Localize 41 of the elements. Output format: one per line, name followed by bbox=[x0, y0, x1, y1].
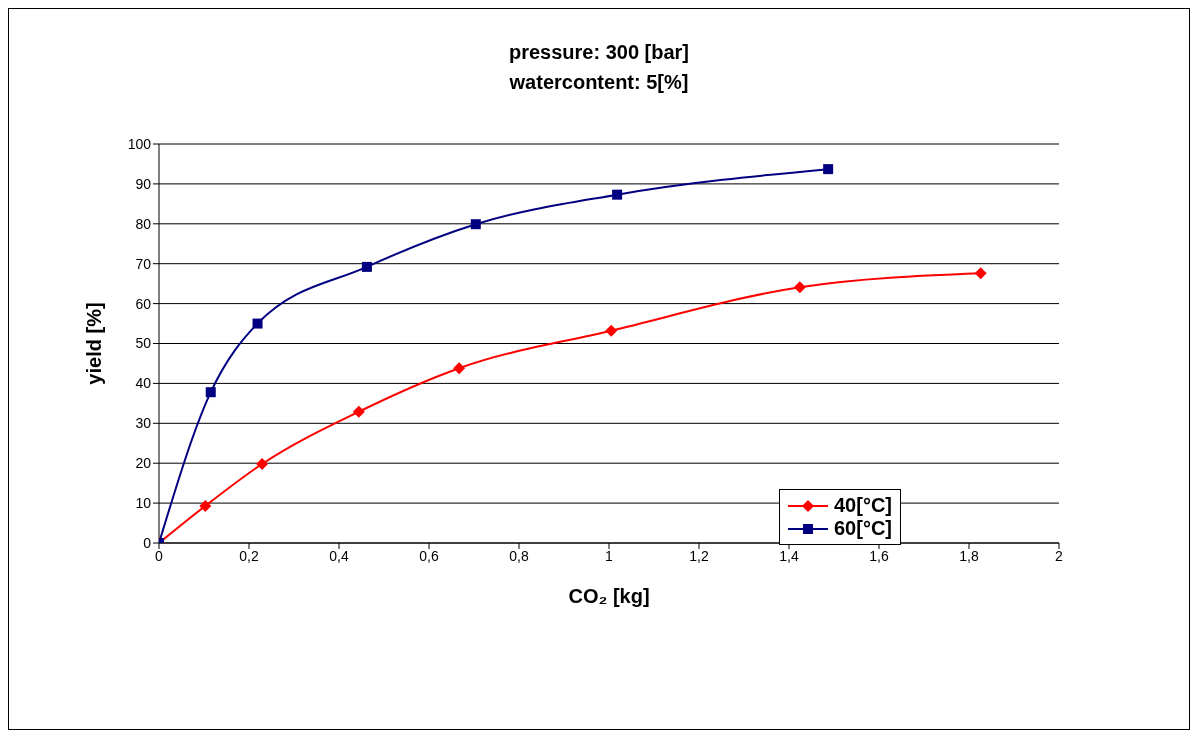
y-tick-label: 100 bbox=[127, 135, 152, 152]
x-tick-label: 1,2 bbox=[689, 547, 709, 564]
point bbox=[823, 164, 834, 175]
x-tick-label: 1,8 bbox=[959, 547, 979, 564]
point bbox=[361, 261, 372, 272]
x-tick-label: 0,8 bbox=[509, 547, 529, 564]
point bbox=[605, 324, 618, 337]
y-tick-label: 0 bbox=[143, 534, 152, 551]
chart-title: pressure: 300 [bar] bbox=[507, 40, 691, 65]
y-tick-label: 90 bbox=[135, 175, 152, 192]
y-tick-label: 80 bbox=[135, 215, 152, 232]
x-tick-label: 0,4 bbox=[329, 547, 349, 564]
point bbox=[199, 499, 212, 512]
x-tick-label: 1,6 bbox=[869, 547, 889, 564]
y-tick-label: 60 bbox=[135, 295, 152, 312]
point bbox=[205, 387, 216, 398]
y-tick-label: 10 bbox=[135, 495, 152, 512]
chart-subtitle: watercontent: 5[%] bbox=[508, 70, 690, 95]
point bbox=[974, 267, 987, 280]
y-tick-label: 70 bbox=[135, 255, 152, 272]
x-tick-label: 1 bbox=[605, 547, 614, 564]
y-tick-label: 50 bbox=[135, 335, 152, 352]
y-axis-title: yield [%] bbox=[83, 302, 106, 385]
x-tick-label: 0,2 bbox=[239, 547, 259, 564]
point bbox=[470, 219, 481, 230]
point bbox=[612, 189, 623, 200]
x-tick-label: 1,4 bbox=[779, 547, 799, 564]
point bbox=[793, 281, 806, 294]
point bbox=[352, 405, 365, 418]
legend-label: 60[°C] bbox=[834, 517, 893, 540]
y-tick-label: 30 bbox=[135, 415, 152, 432]
legend-label: 40[°C] bbox=[834, 494, 893, 517]
y-tick-label: 20 bbox=[135, 455, 152, 472]
y-tick-label: 40 bbox=[135, 375, 152, 392]
point bbox=[453, 362, 466, 375]
x-tick-label: 0,6 bbox=[419, 547, 439, 564]
point bbox=[252, 318, 263, 329]
x-axis-title: CO₂ [kg] bbox=[568, 585, 650, 607]
x-tick-label: 0 bbox=[155, 547, 164, 564]
x-tick-label: 2 bbox=[1055, 547, 1064, 564]
point bbox=[256, 458, 269, 470]
